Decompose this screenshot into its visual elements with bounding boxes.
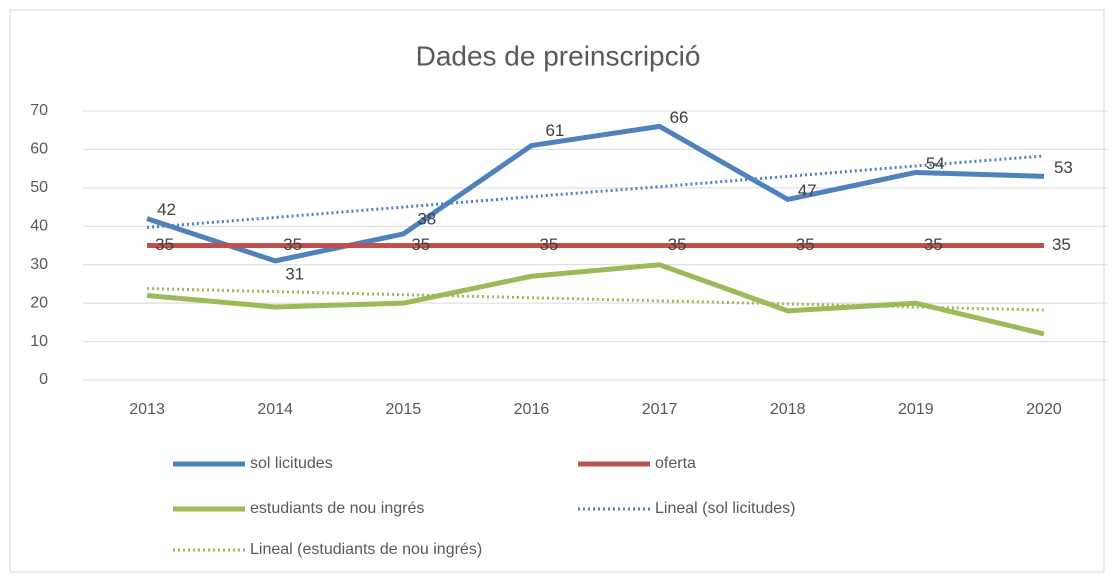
data-label: 42 (157, 200, 176, 219)
legend-label: Lineal (estudiants de nou ingrés) (250, 541, 482, 558)
y-tick-label: 70 (30, 102, 48, 119)
legend-label: sol licitudes (250, 455, 333, 472)
x-tick-label: 2014 (257, 401, 293, 418)
data-label: 35 (796, 235, 815, 254)
x-tick-label: 2017 (642, 401, 678, 418)
x-tick-label: 2019 (898, 401, 934, 418)
chart-border (9, 9, 1105, 573)
y-tick-label: 50 (30, 179, 48, 196)
data-label: 35 (283, 235, 302, 254)
y-tick-label: 60 (30, 141, 48, 158)
x-tick-label: 2013 (129, 401, 165, 418)
legend-label: Lineal (sol licitudes) (655, 500, 796, 517)
x-tick-label: 2016 (514, 401, 550, 418)
y-tick-label: 30 (30, 256, 48, 273)
legend-label: estudiants de nou ingrés (250, 500, 424, 517)
series-line (146, 123, 1045, 264)
series-line (146, 262, 1045, 337)
data-label: 35 (155, 235, 174, 254)
x-tick-label: 2015 (386, 401, 422, 418)
data-label: 31 (285, 264, 304, 283)
y-tick-label: 20 (30, 294, 48, 311)
y-tick-label: 0 (39, 371, 48, 388)
data-label: 61 (545, 121, 564, 140)
legend-label: oferta (655, 455, 696, 472)
data-label: 66 (670, 108, 689, 127)
x-tick-label: 2020 (1026, 401, 1062, 418)
data-label: 35 (1052, 235, 1071, 254)
data-label: 35 (539, 235, 558, 254)
data-label: 35 (668, 235, 687, 254)
data-label: 47 (798, 181, 817, 200)
y-tick-label: 10 (30, 333, 48, 350)
x-tick-label: 2018 (770, 401, 806, 418)
chart-title: Dades de preinscripció (416, 40, 701, 71)
data-label: 54 (926, 154, 945, 173)
y-tick-label: 40 (30, 218, 48, 235)
data-label: 38 (417, 209, 436, 228)
data-label: 35 (411, 235, 430, 254)
data-label: 35 (924, 235, 943, 254)
data-label: 53 (1054, 158, 1073, 177)
